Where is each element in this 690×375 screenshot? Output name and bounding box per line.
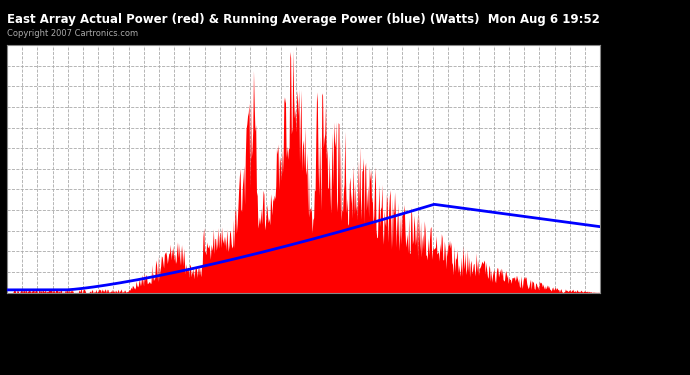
Text: East Array Actual Power (red) & Running Average Power (blue) (Watts)  Mon Aug 6 : East Array Actual Power (red) & Running … bbox=[7, 13, 600, 26]
Text: Copyright 2007 Cartronics.com: Copyright 2007 Cartronics.com bbox=[7, 29, 138, 38]
